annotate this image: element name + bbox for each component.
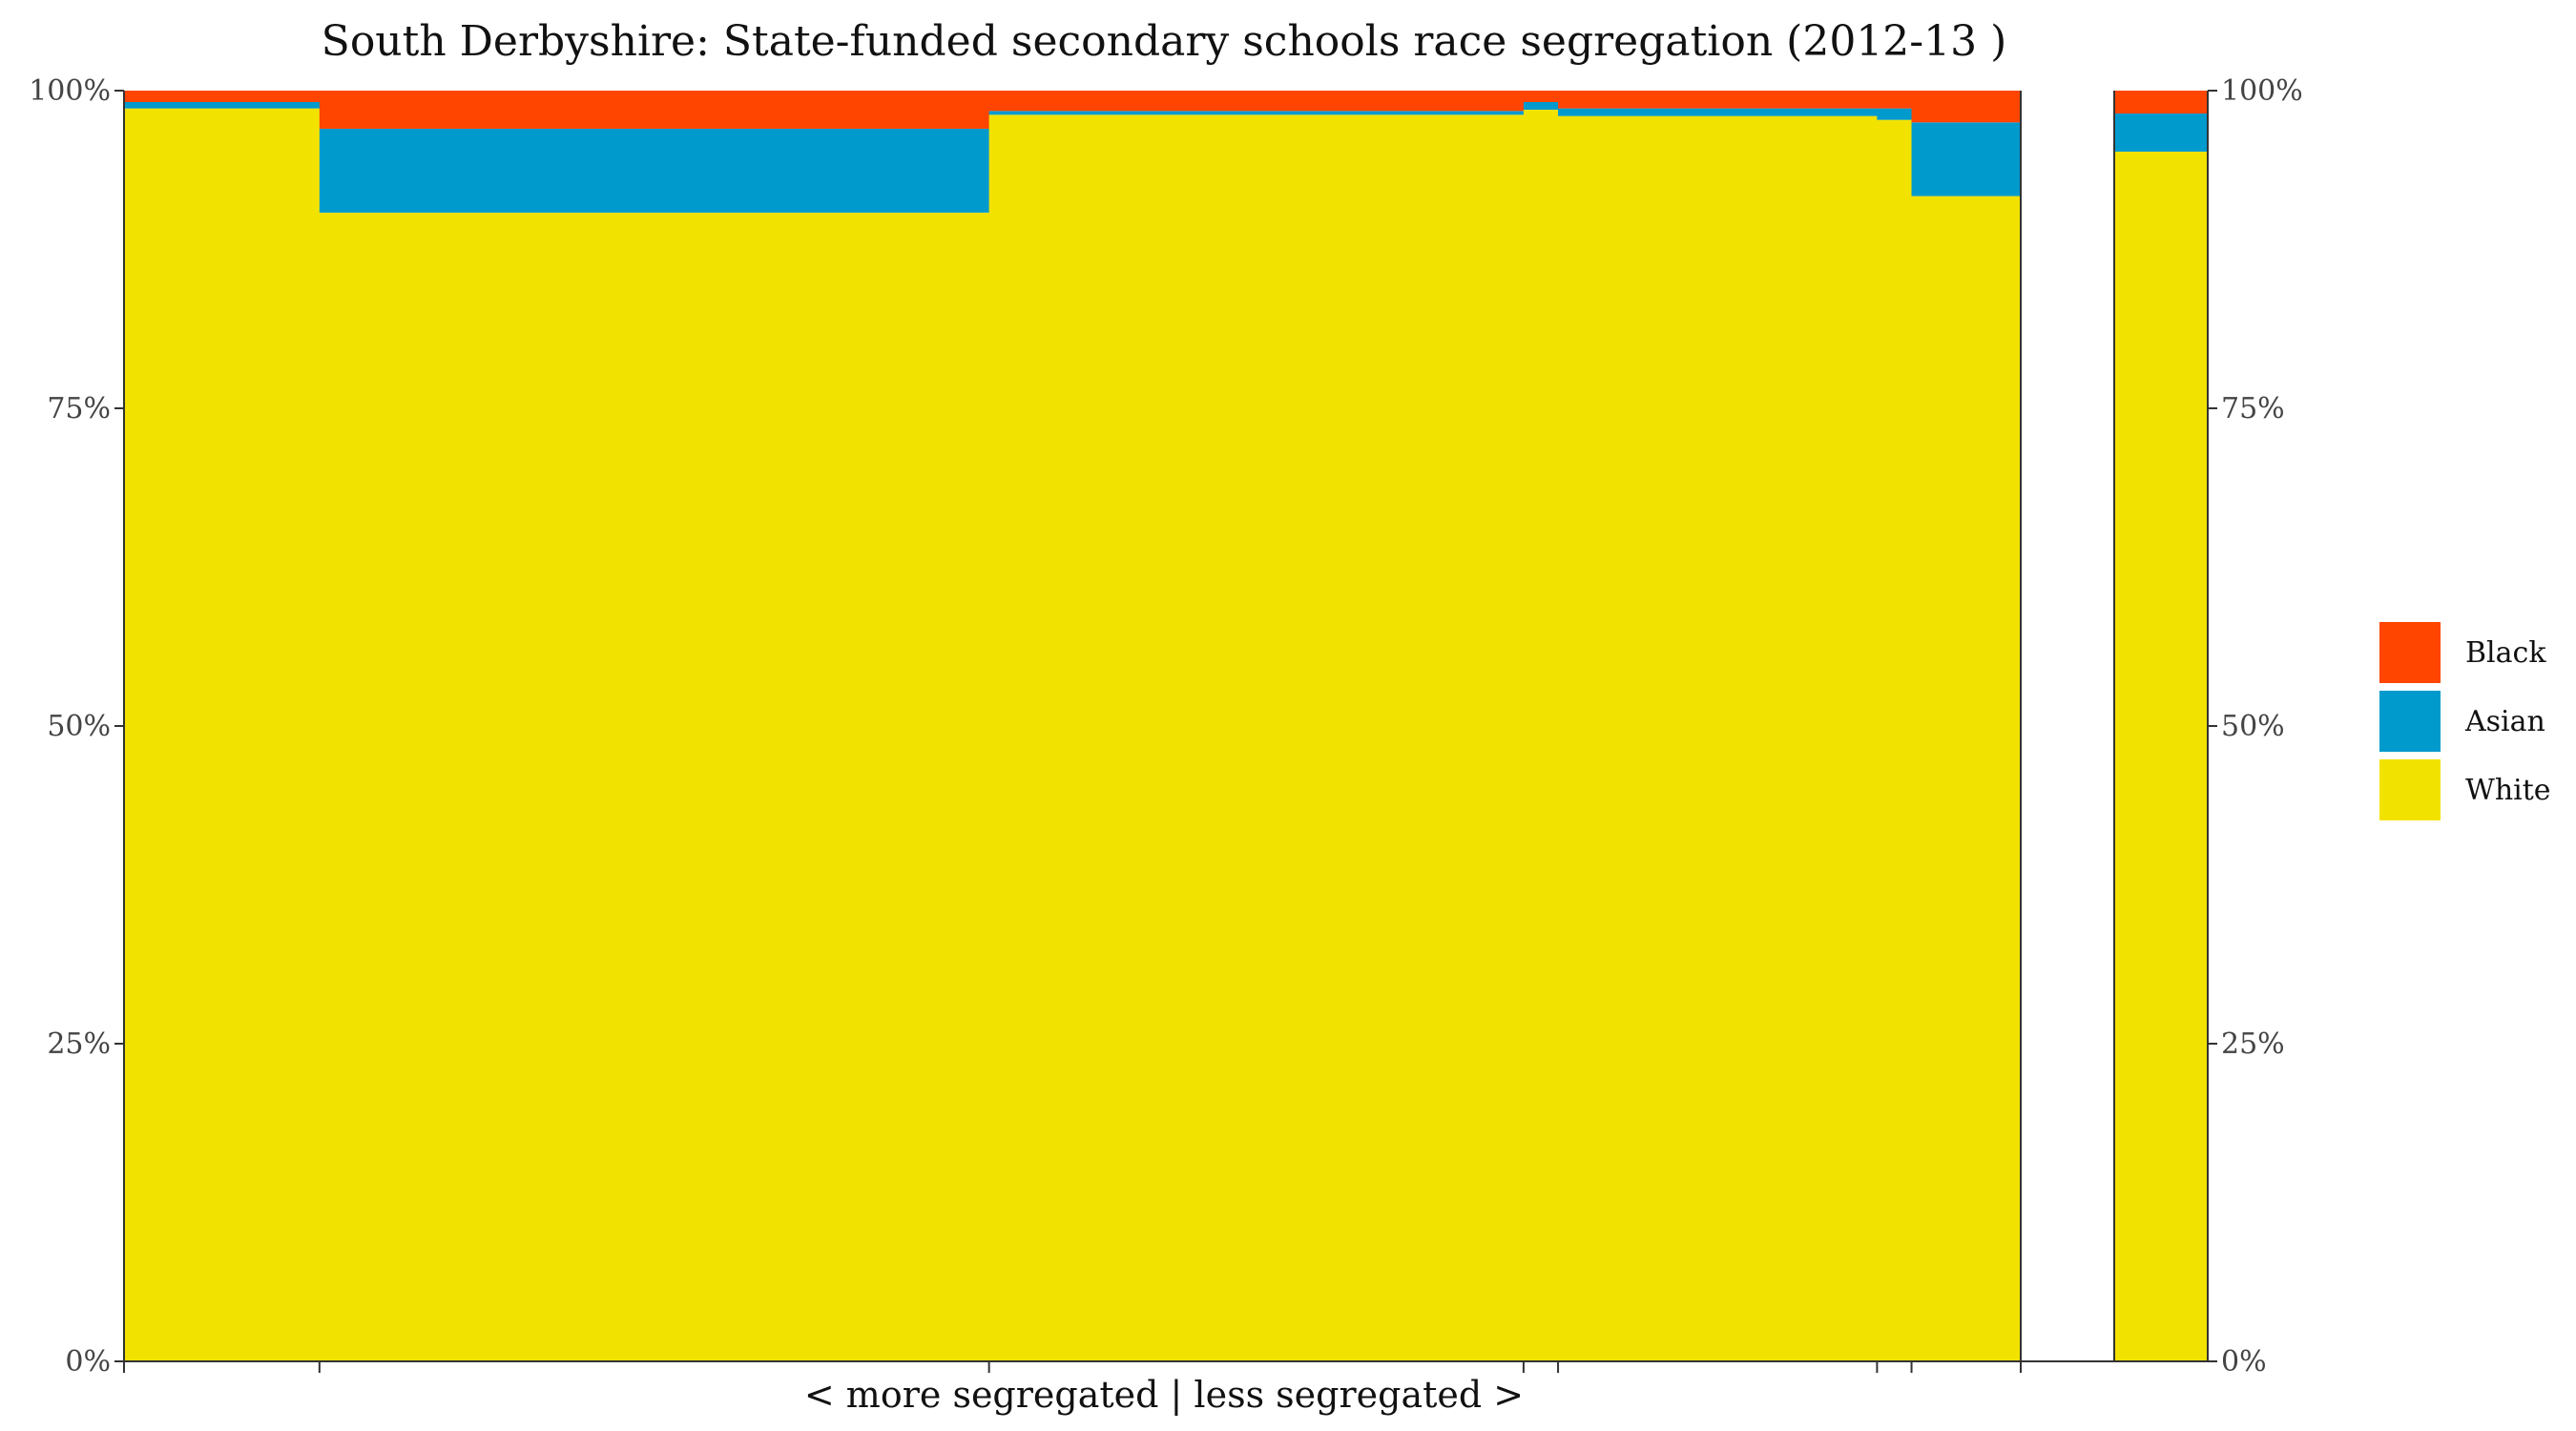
- bar-school-3-black: [988, 91, 1525, 112]
- y-tick-label-left: 100%: [29, 74, 111, 108]
- bar-school-5-black: [1558, 91, 1878, 109]
- bar-school-3-asian: [988, 111, 1525, 115]
- y-tick-label-left: 0%: [65, 1345, 111, 1379]
- y-tick-label-right: 100%: [2221, 74, 2303, 108]
- bar-school-5-asian: [1558, 108, 1878, 116]
- bar-school-7-white: [1911, 196, 2022, 1361]
- legend-swatch-white: [2379, 759, 2441, 820]
- bar-school-2-white: [319, 212, 990, 1362]
- y-tick-label-right: 0%: [2221, 1345, 2267, 1379]
- x-axis-label: < more segregated | less segregated >: [804, 1374, 1524, 1416]
- bar-overall-asian: [2114, 113, 2208, 152]
- bar-school-4-asian: [1523, 101, 1559, 110]
- bar-school-3-white: [988, 114, 1525, 1362]
- y-tick-label-left: 25%: [47, 1027, 111, 1061]
- legend-label-white: White: [2465, 774, 2551, 807]
- legend-swatch-black: [2379, 622, 2441, 683]
- y-tick-label-left: 75%: [47, 392, 111, 425]
- y-tick-label-right: 75%: [2221, 392, 2285, 425]
- bar-school-4-white: [1523, 109, 1559, 1362]
- bar-overall-white: [2114, 151, 2208, 1361]
- bars-area: [124, 91, 2022, 1362]
- bar-school-6-black: [1877, 91, 1913, 109]
- legend-swatch-asian: [2379, 691, 2441, 752]
- axes: 0% 0% 25% 25% 50% 50% 75% 75% 100% 100%: [29, 74, 2303, 1379]
- bar-school-1-black: [124, 91, 321, 102]
- legend: Black Asian White: [2379, 622, 2551, 820]
- bar-school-4-black: [1523, 91, 1559, 102]
- bar-school-6-asian: [1877, 108, 1913, 120]
- y-tick-label-right: 25%: [2221, 1027, 2285, 1061]
- bar-school-5-white: [1558, 115, 1878, 1361]
- bar-school-2-black: [319, 91, 990, 129]
- bar-school-7-asian: [1911, 122, 2022, 197]
- y-tick-label-left: 50%: [47, 710, 111, 743]
- overall-bar: [2114, 91, 2208, 1361]
- bar-school-6-white: [1877, 119, 1913, 1362]
- bar-school-1-white: [124, 108, 321, 1362]
- legend-label-asian: Asian: [2464, 705, 2545, 738]
- y-tick-label-right: 50%: [2221, 710, 2285, 743]
- bar-school-7-black: [1911, 91, 2022, 123]
- bar-school-1-asian: [124, 101, 321, 109]
- bar-school-2-asian: [319, 128, 990, 213]
- bar-overall-black: [2114, 91, 2208, 114]
- chart-title: South Derbyshire: State-funded secondary…: [322, 17, 2007, 66]
- legend-label-black: Black: [2465, 636, 2546, 670]
